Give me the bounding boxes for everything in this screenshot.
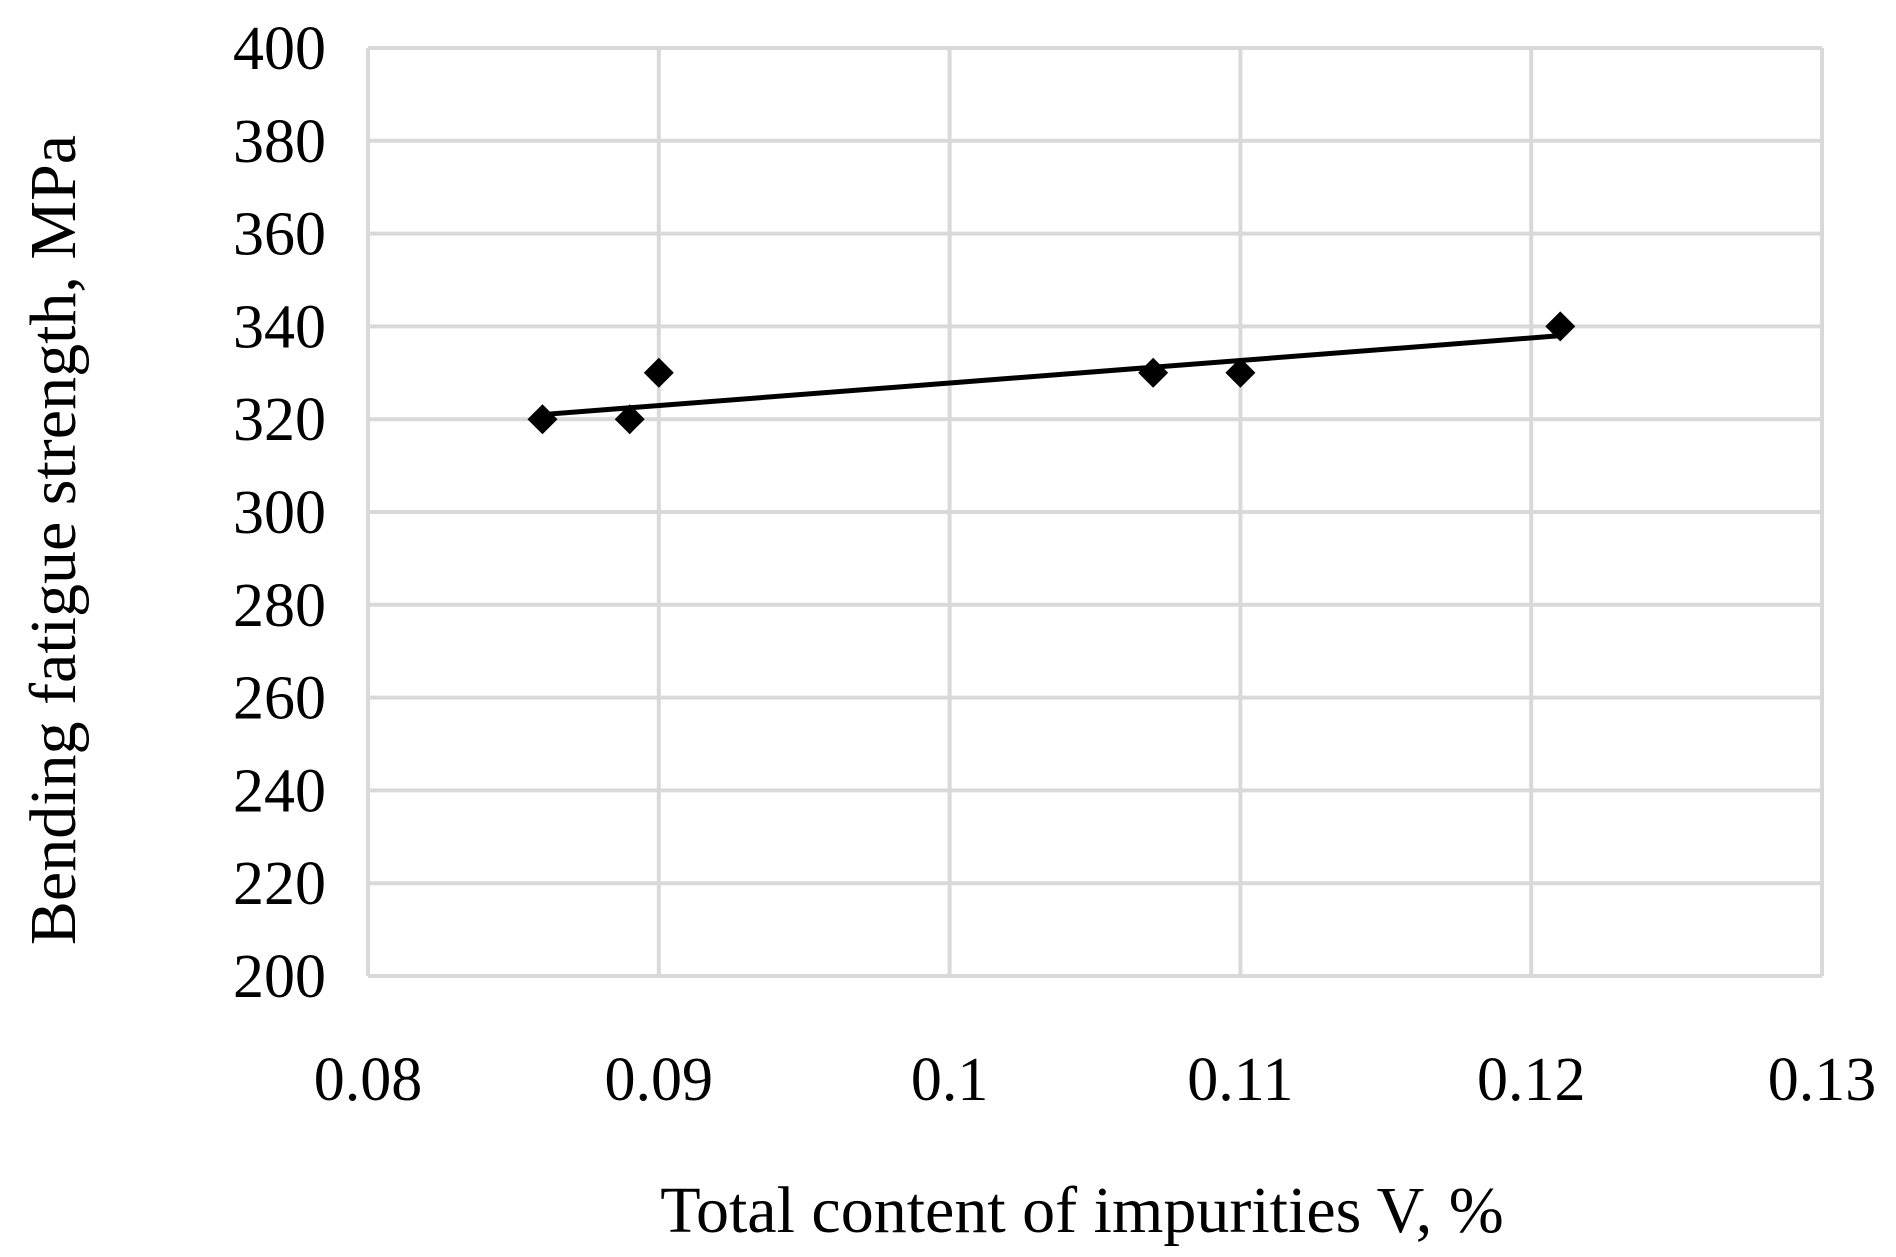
trendline [542,333,1561,418]
x-tick-label: 0.13 [1768,1046,1877,1114]
y-tick-label: 200 [233,943,326,1011]
data-point-diamond [1545,311,1576,342]
y-axis-title: Bending fatigue strength, MPa [17,135,90,945]
data-point-diamond [1225,357,1256,388]
x-tick-label: 0.08 [314,1046,423,1114]
y-tick-label: 400 [233,15,326,83]
trendline-group [542,333,1561,418]
data-point-diamond [643,357,674,388]
y-tick-label: 220 [233,850,326,918]
y-tick-label: 340 [233,293,326,361]
x-tick-label: 0.12 [1477,1046,1586,1114]
y-tick-label: 280 [233,572,326,640]
y-tick-label: 320 [233,386,326,454]
x-tick-label: 0.1 [911,1046,989,1114]
y-tick-label: 380 [233,108,326,176]
x-tick-label: 0.09 [605,1046,714,1114]
data-point-diamond [614,404,645,435]
x-axis-tick-labels: 0.08 0.09 0.1 0.11 0.12 0.13 [314,1046,1877,1114]
data-point-diamond [527,404,558,435]
data-points [527,311,1576,435]
y-tick-label: 360 [233,201,326,269]
y-tick-label: 300 [233,479,326,547]
x-tick-label: 0.11 [1187,1046,1293,1114]
y-tick-label: 240 [233,757,326,825]
y-tick-label: 260 [233,665,326,733]
y-axis-tick-labels: 200 220 240 260 280 300 320 340 360 380 400 [233,15,326,1011]
data-point-diamond [1138,357,1169,388]
x-axis-title: Total content of impurities V, % [660,1174,1504,1247]
gridlines [366,46,1824,978]
